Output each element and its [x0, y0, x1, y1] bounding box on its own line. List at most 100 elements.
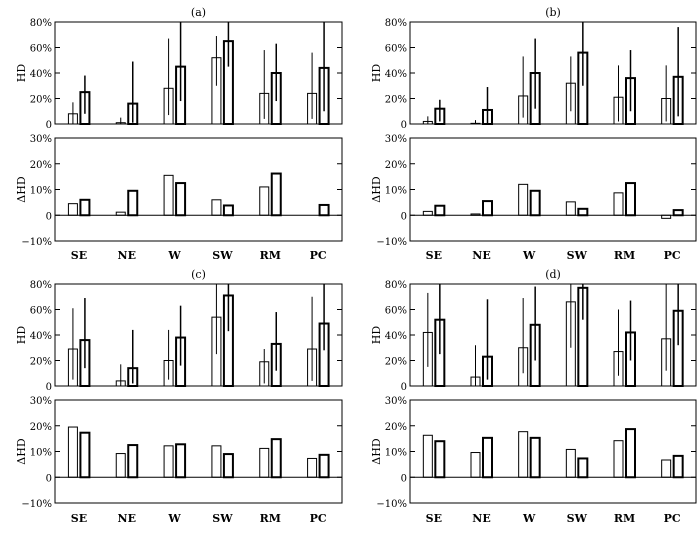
dhd-tick-label: 0 — [46, 211, 52, 222]
dhd-tick-label: −10% — [21, 499, 52, 510]
dhd-bar — [127, 444, 139, 479]
dhd-bar — [259, 186, 270, 216]
dhd-tick-label: 0 — [401, 211, 407, 222]
dhd-bar — [661, 214, 672, 219]
dhd-bar — [470, 213, 481, 216]
dhd-tick-label: 0 — [401, 473, 407, 484]
hd-tick-label: 0 — [46, 382, 52, 393]
hd-tick-label: 60% — [385, 306, 407, 317]
dhd-bar — [318, 453, 330, 479]
hd-tick-label: 80% — [385, 18, 407, 29]
hd-tick-label: 20% — [30, 357, 52, 368]
dhd-bar — [211, 445, 222, 478]
dhd-tick-label: 20% — [385, 422, 407, 433]
hd-axes-frame — [54, 283, 343, 387]
category-label: W — [522, 249, 536, 262]
category-label: SE — [71, 249, 87, 262]
dhd-bar — [672, 209, 684, 217]
hd-tick-label: 40% — [30, 331, 52, 342]
dhd-tick-label: 30% — [30, 396, 52, 407]
category-label: RM — [614, 512, 635, 525]
dhd-bar — [175, 443, 187, 479]
dhd-bar — [222, 204, 234, 217]
category-label: SW — [212, 249, 233, 262]
dhd-bar — [270, 172, 282, 217]
dhd-ylabel: ΔHD — [370, 438, 383, 465]
hd-ylabel: HD — [15, 64, 28, 83]
category-label: NE — [472, 512, 490, 525]
hd-tick-label: 40% — [385, 69, 407, 80]
category-label: NE — [118, 512, 136, 525]
panel-0: (a) 0 20% 40% 60% 80% HD −10% 0 10% 20% 30% ΔHD SE NE W… — [15, 6, 343, 262]
category-label: RM — [260, 249, 281, 262]
dhd-axes-frame — [54, 399, 343, 504]
dhd-tick-label: 20% — [30, 160, 52, 171]
dhd-bar — [115, 453, 126, 478]
dhd-bar — [518, 183, 529, 216]
dhd-ylabel: ΔHD — [15, 176, 28, 203]
dhd-bar — [79, 431, 91, 479]
dhd-tick-label: 10% — [30, 186, 52, 197]
hd-tick-label: 60% — [385, 44, 407, 55]
panel-title: (b) — [545, 6, 561, 19]
hd-tick-label: 20% — [385, 357, 407, 368]
category-label: NE — [472, 249, 490, 262]
panel-title: (a) — [191, 6, 206, 19]
panel-3: (d) 0 20% 40% 60% 80% HD −10% 0 10% 20% 30% ΔHD SE NE W… — [370, 268, 697, 525]
dhd-tick-label: 0 — [46, 473, 52, 484]
hd-tick-label: 20% — [385, 95, 407, 106]
hd-tick-label: 40% — [30, 69, 52, 80]
dhd-tick-label: 30% — [385, 396, 407, 407]
hd-tick-label: 60% — [30, 306, 52, 317]
dhd-bar — [434, 440, 446, 479]
category-label: PC — [664, 249, 681, 262]
dhd-tick-label: 30% — [30, 134, 52, 145]
dhd-bar — [79, 198, 91, 217]
category-label: SE — [71, 512, 87, 525]
category-label: PC — [310, 512, 327, 525]
dhd-bar — [529, 189, 541, 217]
hd-tick-label: 60% — [30, 44, 52, 55]
dhd-bar — [482, 436, 493, 479]
dhd-bar — [625, 182, 636, 217]
dhd-bar — [434, 204, 446, 217]
category-label: RM — [614, 249, 635, 262]
panel-1: (b) 0 20% 40% 60% 80% HD −10% 0 10% 20% 30% ΔHD SE NE W… — [370, 6, 697, 262]
dhd-axes-frame — [409, 137, 697, 242]
dhd-bar — [482, 200, 493, 217]
hd-tick-label: 20% — [30, 95, 52, 106]
dhd-tick-label: 30% — [385, 134, 407, 145]
panel-title: (c) — [191, 268, 206, 281]
dhd-bar — [529, 436, 541, 479]
dhd-bar — [318, 203, 330, 217]
dhd-bar — [163, 174, 174, 216]
hd-tick-label: 80% — [30, 18, 52, 29]
hd-tick-label: 40% — [385, 331, 407, 342]
hd-ylabel: HD — [370, 64, 383, 83]
dhd-tick-label: 10% — [385, 448, 407, 459]
dhd-axes-frame — [54, 137, 343, 242]
category-label: SE — [426, 512, 442, 525]
dhd-bar — [565, 201, 576, 216]
dhd-ylabel: ΔHD — [15, 438, 28, 465]
hd-ylabel: HD — [370, 326, 383, 345]
hd-tick-label: 80% — [30, 280, 52, 291]
dhd-bar — [470, 452, 481, 478]
dhd-bar — [577, 207, 589, 217]
dhd-bar — [259, 447, 270, 478]
category-label: PC — [664, 512, 681, 525]
category-label: SE — [426, 249, 442, 262]
hd-axes-frame — [54, 21, 343, 125]
dhd-bar — [672, 454, 684, 479]
dhd-bar — [115, 211, 126, 216]
dhd-bar — [565, 448, 576, 478]
hd-axes-frame — [409, 283, 697, 387]
dhd-bar — [222, 453, 234, 479]
hd-axes-frame — [409, 21, 697, 125]
category-label: W — [167, 249, 181, 262]
dhd-bar — [422, 434, 433, 478]
category-label: SW — [567, 512, 588, 525]
dhd-bar — [518, 431, 529, 478]
dhd-bar — [577, 457, 589, 479]
